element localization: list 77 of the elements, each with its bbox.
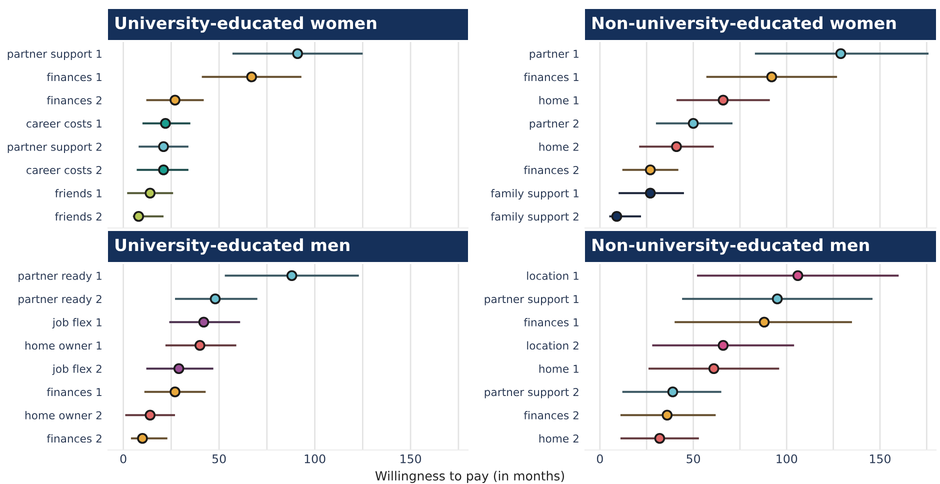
y-tick-label: partner ready 1 xyxy=(18,272,102,282)
y-tick-label: partner support 1 xyxy=(484,295,578,306)
point xyxy=(772,293,783,304)
point xyxy=(292,48,303,60)
chart-title: University-educated women xyxy=(116,16,376,33)
point xyxy=(667,386,678,398)
y-tick-label: partner 2 xyxy=(530,119,578,130)
y-tick-label: partner 1 xyxy=(530,50,578,60)
y-tick-label: partner support 2 xyxy=(484,388,578,398)
y-tick-label: home 1 xyxy=(539,364,578,373)
x-tick-label: 0 xyxy=(120,454,126,464)
point xyxy=(133,210,144,222)
x-tick-label: 0 xyxy=(596,454,603,464)
y-tick-label: finances 2 xyxy=(524,411,578,420)
y-tick-label: friends 2 xyxy=(55,212,102,221)
point xyxy=(144,410,156,421)
chart-title: Non-university-educated women xyxy=(592,16,896,33)
point xyxy=(654,432,666,444)
y-tick-label: finances 1 xyxy=(46,388,102,396)
point xyxy=(792,270,804,282)
y-tick-label: finances 1 xyxy=(524,72,578,82)
point xyxy=(246,71,258,82)
point xyxy=(766,71,778,82)
chart-title: Non-university-educated men xyxy=(592,238,869,255)
x-tick-label: 150 xyxy=(400,454,422,464)
y-tick-label: home owner 2 xyxy=(25,411,102,420)
point xyxy=(835,48,846,60)
y-tick-label: career costs 1 xyxy=(26,120,102,128)
y-tick-label: career costs 2 xyxy=(26,166,102,174)
point xyxy=(708,363,720,374)
y-tick-label: friends 1 xyxy=(55,189,102,198)
point xyxy=(160,118,171,129)
y-tick-label: partner support 1 xyxy=(8,50,102,60)
point xyxy=(718,340,729,351)
point xyxy=(611,210,622,222)
y-tick-label: family support 1 xyxy=(490,189,578,200)
y-tick-label: home owner 1 xyxy=(25,341,102,350)
x-tick-label: 100 xyxy=(304,454,326,464)
y-tick-label: home 2 xyxy=(539,434,578,443)
y-tick-label: home 2 xyxy=(539,142,578,151)
point xyxy=(671,141,682,152)
x-tick-label: 50 xyxy=(212,454,226,464)
y-tick-label: partner ready 2 xyxy=(18,294,102,306)
y-tick-label: partner support 2 xyxy=(8,142,102,153)
point xyxy=(158,164,169,176)
y-tick-label: finances 1 xyxy=(46,72,102,82)
point xyxy=(198,316,210,328)
point xyxy=(210,293,221,304)
chart-title: University-educated men xyxy=(116,238,350,255)
point xyxy=(758,316,770,328)
y-tick-label: location 2 xyxy=(527,341,578,350)
x-tick-label: 100 xyxy=(776,454,798,464)
point xyxy=(144,188,156,199)
y-tick-label: job flex 1 xyxy=(52,318,102,328)
point xyxy=(173,363,184,374)
y-tick-label: finances 1 xyxy=(524,318,578,326)
y-tick-label: family support 2 xyxy=(490,212,578,223)
point xyxy=(158,141,169,152)
point xyxy=(644,188,656,199)
point xyxy=(662,410,673,421)
y-tick-label: job flex 2 xyxy=(52,364,102,375)
point xyxy=(170,94,180,106)
y-tick-label: location 1 xyxy=(527,272,578,280)
x-tick-label: 150 xyxy=(870,454,890,464)
y-tick-label: finances 2 xyxy=(46,96,102,104)
point xyxy=(688,118,699,129)
point xyxy=(286,270,298,282)
x-axis-title: Willingness to pay (in months) xyxy=(375,470,564,483)
y-tick-label: finances 2 xyxy=(46,434,102,443)
point xyxy=(644,164,656,176)
point xyxy=(170,386,180,398)
point xyxy=(137,432,148,444)
point xyxy=(718,94,729,106)
y-tick-label: home 1 xyxy=(539,96,578,104)
point xyxy=(194,340,206,351)
x-tick-label: 50 xyxy=(686,454,700,464)
y-tick-label: finances 2 xyxy=(524,166,578,174)
